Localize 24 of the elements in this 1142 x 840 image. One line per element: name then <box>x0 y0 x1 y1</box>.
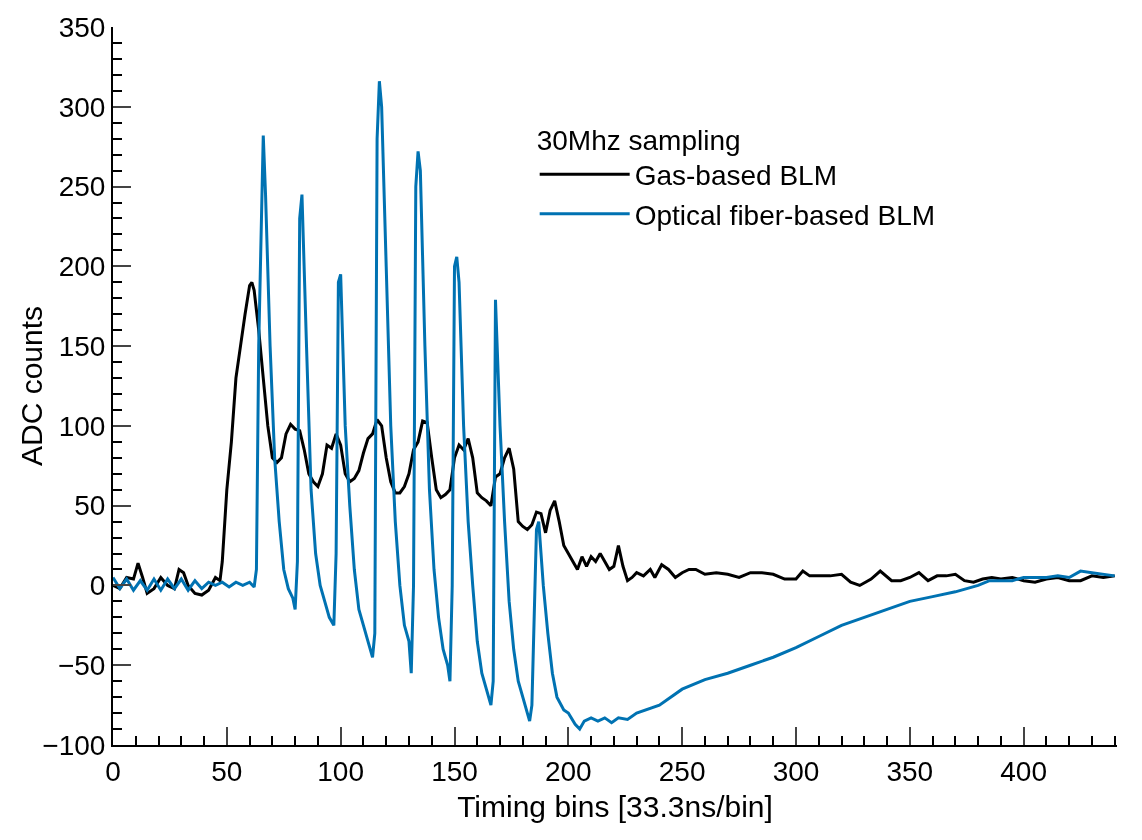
legend-label: Gas-based BLM <box>634 160 838 192</box>
x-tick-label: 300 <box>772 755 820 787</box>
x-tick-label: 50 <box>211 755 243 787</box>
x-tick-label: 200 <box>544 755 592 787</box>
x-axis-title: Timing bins [33.3ns/bin] <box>457 789 773 823</box>
y-tick-label: 150 <box>58 330 106 362</box>
x-tick-label: 100 <box>317 755 365 787</box>
y-tick-label: 100 <box>58 410 106 442</box>
x-tick-label: 350 <box>886 755 934 787</box>
legend-label: Optical fiber-based BLM <box>634 199 936 231</box>
y-tick-label: 50 <box>74 490 106 522</box>
y-tick-label: −100 <box>42 729 106 761</box>
y-axis-title: ADC counts <box>15 305 48 467</box>
y-tick-label: −50 <box>57 650 106 682</box>
y-tick-label: 0 <box>89 570 106 602</box>
x-tick-label: 250 <box>658 755 706 787</box>
x-tick-label: 400 <box>1000 755 1048 787</box>
y-tick-label: 200 <box>58 251 106 283</box>
y-tick-label: 300 <box>58 91 106 123</box>
line-series <box>113 79 1117 731</box>
legend-title: 30Mhz sampling <box>536 124 741 156</box>
x-tick-label: 150 <box>431 755 478 787</box>
y-tick-label: 350 <box>58 11 106 43</box>
y-tick-label: 250 <box>58 171 106 203</box>
